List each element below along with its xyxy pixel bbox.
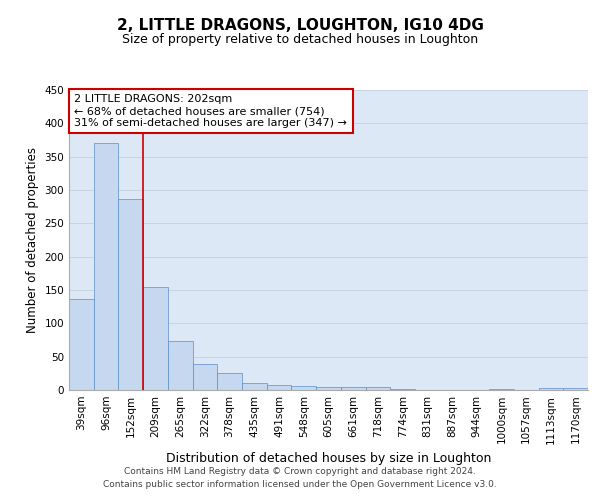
Bar [94,142,118,390]
Bar [267,384,292,390]
Bar [168,342,193,390]
Bar [242,382,267,390]
Bar [69,300,94,390]
Text: 2, LITTLE DRAGONS, LOUGHTON, IG10 4DG: 2, LITTLE DRAGONS, LOUGHTON, IG10 4DG [116,18,484,32]
X-axis label: Distribution of detached houses by size in Loughton: Distribution of detached houses by size … [166,452,491,465]
Bar [489,388,514,390]
Bar [563,388,588,390]
Bar [118,198,143,390]
Text: 2 LITTLE DRAGONS: 202sqm
← 68% of detached houses are smaller (754)
31% of semi-: 2 LITTLE DRAGONS: 202sqm ← 68% of detach… [74,94,347,128]
Bar [365,388,390,390]
Bar [390,388,415,390]
Y-axis label: Number of detached properties: Number of detached properties [26,147,39,333]
Bar [193,364,217,390]
Text: Size of property relative to detached houses in Loughton: Size of property relative to detached ho… [122,32,478,46]
Bar [316,388,341,390]
Bar [539,388,563,390]
Bar [292,386,316,390]
Bar [217,374,242,390]
Bar [143,286,168,390]
Text: Contains HM Land Registry data © Crown copyright and database right 2024.: Contains HM Land Registry data © Crown c… [124,467,476,476]
Bar [341,388,365,390]
Text: Contains public sector information licensed under the Open Government Licence v3: Contains public sector information licen… [103,480,497,489]
